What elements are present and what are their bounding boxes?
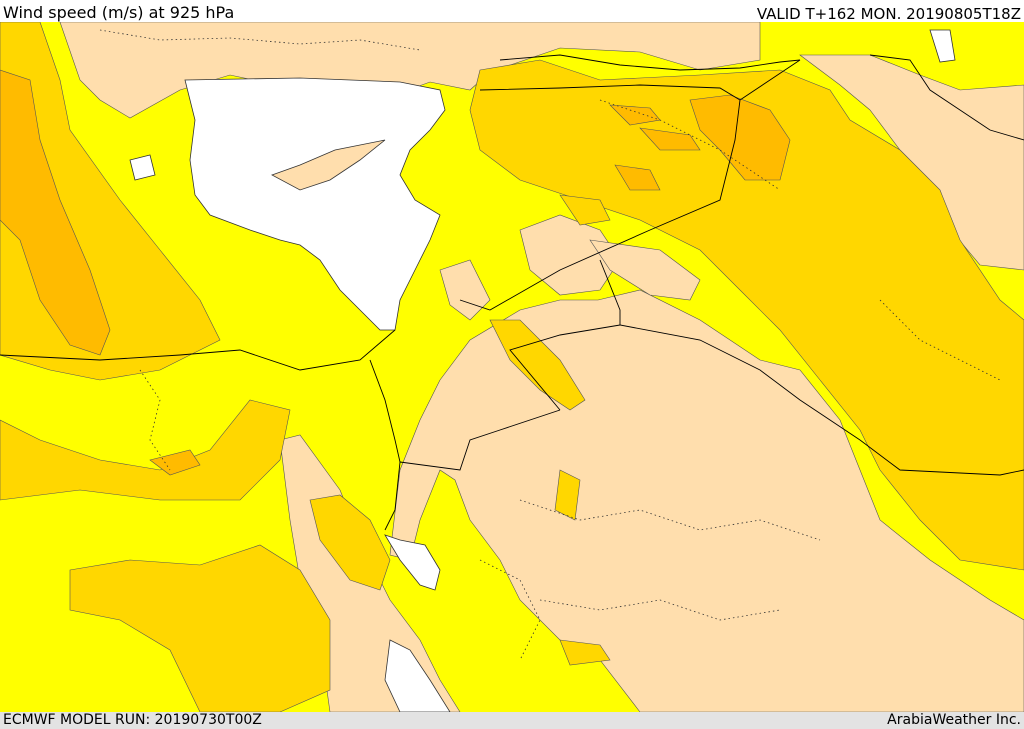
borders: [0, 54, 1024, 531]
valid-time: VALID T+162 MON. 20190805T18Z: [756, 5, 1021, 23]
fresh-wind-regions: [0, 69, 791, 476]
credit-label: ArabiaWeather Inc.: [887, 712, 1021, 728]
cyprus-island: [271, 139, 386, 191]
province-borders: [99, 29, 1001, 661]
map-footer: ECMWF MODEL RUN: 20190730T00Z ArabiaWeat…: [0, 712, 1024, 729]
wind-speed-map: [0, 22, 1024, 712]
model-run-label: ECMWF MODEL RUN: 20190730T00Z: [3, 712, 262, 728]
map-title: Wind speed (m/s) at 925 hPa: [3, 3, 235, 22]
map-header: Wind speed (m/s) at 925 hPa VALID T+162 …: [0, 0, 1024, 23]
